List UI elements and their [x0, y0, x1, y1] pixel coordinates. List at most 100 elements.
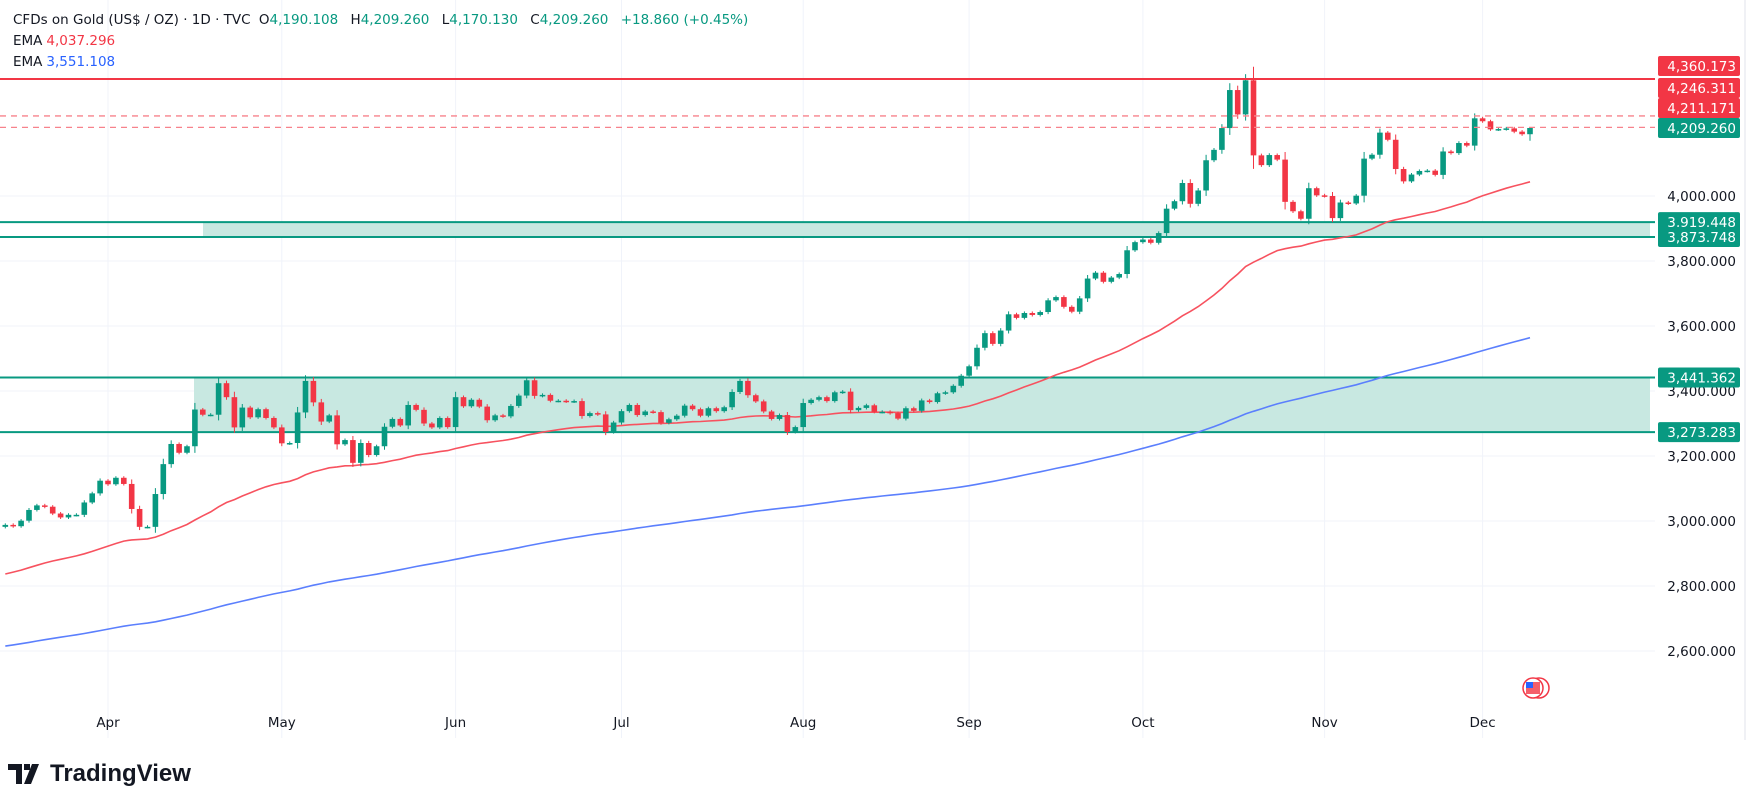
candle-body	[437, 417, 443, 428]
candle-body	[666, 419, 672, 423]
candle	[974, 344, 980, 370]
symbol-title[interactable]: CFDs on Gold (US$ / OZ) · 1D · TVC	[13, 12, 251, 28]
candle	[753, 393, 759, 403]
candle	[1037, 310, 1043, 317]
time-axis[interactable]: Apr May Jun Jul Aug Sep Oct Nov Dec	[96, 715, 1495, 731]
candle	[429, 421, 435, 429]
candle-body	[279, 427, 285, 444]
price-tag	[1658, 118, 1740, 138]
candle	[587, 411, 593, 418]
candle-body	[121, 477, 127, 484]
candle	[476, 398, 483, 409]
candle-body	[1479, 118, 1486, 122]
us-flag-event-icon[interactable]	[1522, 677, 1550, 699]
candle-body	[1045, 300, 1051, 313]
candle-body	[816, 397, 822, 400]
price-tag-label: 4,360.173	[1667, 59, 1736, 75]
candle	[1290, 200, 1296, 213]
zone-price-label: 3,441.362	[1667, 371, 1736, 387]
ohlc-low: L4,170.130	[442, 12, 522, 28]
candle	[942, 390, 949, 395]
candle-body	[413, 404, 419, 410]
candle-body	[1408, 174, 1415, 182]
ema-line-200	[5, 336, 1531, 647]
candle	[879, 410, 885, 414]
candle-body	[1377, 132, 1383, 155]
ema-legend-2[interactable]: EMA 3,551.108	[13, 52, 119, 72]
candle	[492, 413, 498, 422]
candle-body	[1448, 151, 1454, 154]
candle	[223, 380, 230, 400]
low-value: 4,170.130	[449, 12, 518, 28]
candle	[1258, 153, 1265, 167]
open-value: 4,190.108	[269, 12, 339, 28]
ema-legend-1[interactable]: EMA 4,037.296	[13, 31, 119, 51]
price-axis[interactable]: 4,000.000 3,800.000 3,600.000 3,400.000 3,20…	[1658, 56, 1740, 660]
candle	[824, 395, 830, 403]
candle	[784, 412, 791, 435]
candle	[792, 425, 799, 434]
candle	[73, 513, 80, 517]
open-label: O	[258, 12, 270, 28]
candle-body	[1464, 143, 1470, 146]
candle	[1069, 305, 1075, 314]
candle	[1313, 186, 1320, 197]
candle	[516, 393, 522, 408]
candle-body	[1227, 90, 1233, 129]
candle-body	[1424, 170, 1431, 173]
candle	[239, 404, 246, 431]
candle	[389, 417, 396, 429]
candle	[294, 406, 301, 449]
candle-body	[97, 480, 103, 494]
candle-body	[1061, 297, 1067, 307]
candle-body	[1487, 121, 1494, 130]
candle-body	[563, 400, 569, 403]
candle	[144, 525, 151, 529]
candle-body	[373, 446, 380, 456]
candle	[263, 407, 269, 420]
candle	[1084, 274, 1091, 302]
candle-body	[1005, 314, 1012, 331]
candle-body	[1155, 233, 1162, 243]
candle	[500, 413, 506, 418]
candle-body	[539, 394, 546, 397]
candle-body	[1219, 128, 1225, 150]
candle-body	[271, 417, 277, 428]
candle-body	[1337, 202, 1344, 219]
candle	[1242, 74, 1249, 121]
candle	[531, 377, 538, 399]
candle	[1234, 85, 1241, 119]
candle-body	[934, 393, 941, 403]
candle-body	[105, 480, 111, 485]
candle-body	[318, 402, 325, 422]
candle-body	[444, 417, 451, 428]
price-tag-label: 4,246.311	[1667, 81, 1736, 97]
candle-body	[1385, 132, 1391, 140]
candle	[215, 377, 222, 421]
high-value: 4,209.260	[360, 12, 430, 28]
candle-body	[1527, 127, 1533, 135]
candle-body	[492, 415, 498, 421]
candle	[271, 416, 277, 430]
candle	[1464, 141, 1470, 148]
candle-body	[982, 333, 988, 348]
candle-body	[1179, 183, 1186, 202]
candle	[658, 410, 664, 425]
tradingview-logo[interactable]: TradingView	[8, 760, 191, 788]
candle	[523, 377, 530, 399]
candle	[318, 398, 325, 426]
price-tag	[1658, 56, 1740, 76]
candle-body	[1124, 250, 1130, 274]
candle-body	[1416, 170, 1423, 175]
candle-body	[579, 401, 585, 417]
candle	[816, 395, 822, 402]
candle	[1345, 200, 1352, 206]
candle-body	[1132, 242, 1138, 251]
candle-body	[1258, 155, 1265, 166]
candle-body	[595, 413, 601, 415]
candle	[1511, 126, 1517, 134]
candle-body	[634, 404, 641, 416]
candle-body	[642, 411, 648, 416]
candle-body	[1306, 188, 1312, 219]
